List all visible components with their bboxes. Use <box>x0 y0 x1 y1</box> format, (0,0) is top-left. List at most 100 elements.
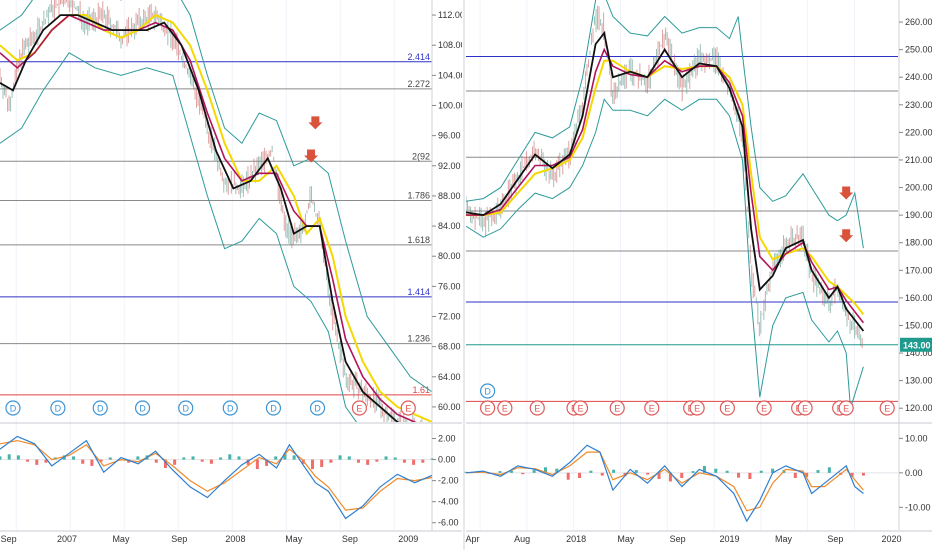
earnings-badge: E <box>351 400 368 416</box>
slow-ma-line <box>466 59 865 316</box>
macd-histogram-bar <box>311 459 315 470</box>
dividend-badge: D <box>265 400 282 416</box>
x-tick-label: Aug <box>514 534 530 544</box>
y-tick-label: 130.00 <box>905 376 932 386</box>
badge-label: E <box>577 403 583 413</box>
macd-histogram-bar <box>35 459 39 465</box>
earnings-badge: E <box>480 400 496 416</box>
macd-histogram-bar <box>108 457 112 460</box>
macd-histogram-bar <box>274 456 278 460</box>
y-tick-label: 170.00 <box>905 265 932 275</box>
macd-histogram-bar <box>237 456 241 460</box>
macd-histogram-bar <box>375 459 379 462</box>
last-price-label: 143.00 <box>903 340 931 350</box>
badge-label: D <box>183 403 190 413</box>
earnings-badge: E <box>756 400 772 416</box>
macd-histogram-bar <box>173 459 177 465</box>
fib-level-label: 2.272 <box>407 79 430 89</box>
macd-histogram-bar <box>578 472 582 478</box>
badge-label: D <box>10 403 17 413</box>
right-time-axis: Apr Aug 2018 May Sep 2019 May Sep 2020 <box>465 530 932 544</box>
macd-histogram-bar <box>861 472 865 476</box>
macd-histogram-bar <box>589 470 593 473</box>
macd-histogram-bar <box>265 459 269 466</box>
left-time-axis: Sep 2007 May Sep 2008 May Sep 2009 <box>0 530 466 544</box>
y-tick-label: 230.00 <box>905 100 932 110</box>
macd-histogram-bar <box>127 459 131 463</box>
macd-histogram-bar <box>771 468 775 473</box>
badge-label: D <box>270 403 277 413</box>
upper-band-line <box>466 0 864 249</box>
badge-label: E <box>534 403 540 413</box>
macd-histogram-bar <box>691 471 695 473</box>
earnings-badge: E <box>879 400 895 416</box>
earnings-badge: E <box>689 400 705 416</box>
badge-label: D <box>97 403 104 413</box>
macd-histogram-bar <box>393 457 397 460</box>
lower-band-line <box>466 98 864 409</box>
macd-histogram-bar <box>412 459 416 465</box>
dividend-badge: D <box>222 400 238 416</box>
down-arrow-marker <box>839 186 854 200</box>
earnings-badge: E <box>400 400 416 416</box>
slow-ma-line <box>0 13 432 422</box>
dividend-badge: D <box>309 400 326 416</box>
left-price-lines <box>0 0 432 422</box>
y-tick-label: 0.00 <box>905 468 923 478</box>
badge-label: E <box>802 403 808 413</box>
badge-circle <box>50 400 66 416</box>
macd-histogram-bar <box>498 471 502 473</box>
badge-circle <box>222 400 238 416</box>
badge-circle <box>719 400 735 416</box>
fib-level-label: 1.61 <box>412 385 430 395</box>
macd-histogram-bar <box>0 456 2 460</box>
badge-circle <box>480 383 496 399</box>
y-tick-label: 76.00 <box>438 281 461 291</box>
macd-histogram-bar <box>246 459 250 465</box>
macd-histogram-bar <box>26 459 30 462</box>
y-tick-label: 96.00 <box>438 131 461 141</box>
upper-band-line <box>0 0 432 393</box>
macd-histogram-bar <box>646 472 650 475</box>
x-tick-label: May <box>112 534 130 544</box>
badge-circle <box>134 400 151 416</box>
x-tick-label: May <box>775 534 793 544</box>
fast-ma-line <box>0 14 400 422</box>
macd-histogram-bar <box>200 459 204 462</box>
x-tick-label: Sep <box>827 534 843 544</box>
badge-circle <box>400 400 416 416</box>
macd-histogram-bar <box>44 459 48 463</box>
badge-label: E <box>405 403 411 413</box>
macd-histogram-bar <box>402 459 406 463</box>
y-tick-label: 100.00 <box>438 101 466 111</box>
y-tick-label: 160.00 <box>905 293 932 303</box>
badge-label: E <box>694 403 700 413</box>
mid-ma-line <box>0 14 417 422</box>
macd-histogram-bar <box>347 456 351 460</box>
y-tick-label: 260.00 <box>905 17 932 27</box>
last-price-tag: 143.00 <box>900 337 932 352</box>
macd-histogram-bar <box>338 455 342 460</box>
last-price-bg <box>900 337 932 352</box>
macd-histogram-bar <box>737 472 741 478</box>
badge-circle <box>529 400 545 416</box>
y-tick-label: -2.00 <box>438 476 459 486</box>
fib-level-label: 1.786 <box>407 190 430 200</box>
y-tick-label: 190.00 <box>905 210 932 220</box>
x-tick-label: Sep <box>1 534 17 544</box>
signal-line <box>465 451 864 512</box>
right-macd-panel <box>464 444 898 523</box>
right-price-axis: 260.00 250.00 240.00 230.00 220.00 210.00 200.… <box>898 0 932 530</box>
y-tick-label: 72.00 <box>438 312 461 322</box>
macd-histogram-bar <box>136 456 140 460</box>
macd-histogram-bar <box>163 459 167 468</box>
macd-line <box>465 444 864 523</box>
dividend-badge: D <box>50 400 66 416</box>
macd-histogram-bar <box>292 455 296 460</box>
y-tick-label: 120.00 <box>905 403 932 413</box>
y-tick-label: 68.00 <box>438 342 461 352</box>
fib-level-label: 1.618 <box>407 235 430 245</box>
earnings-badge: E <box>609 400 625 416</box>
signal-line <box>0 439 433 511</box>
